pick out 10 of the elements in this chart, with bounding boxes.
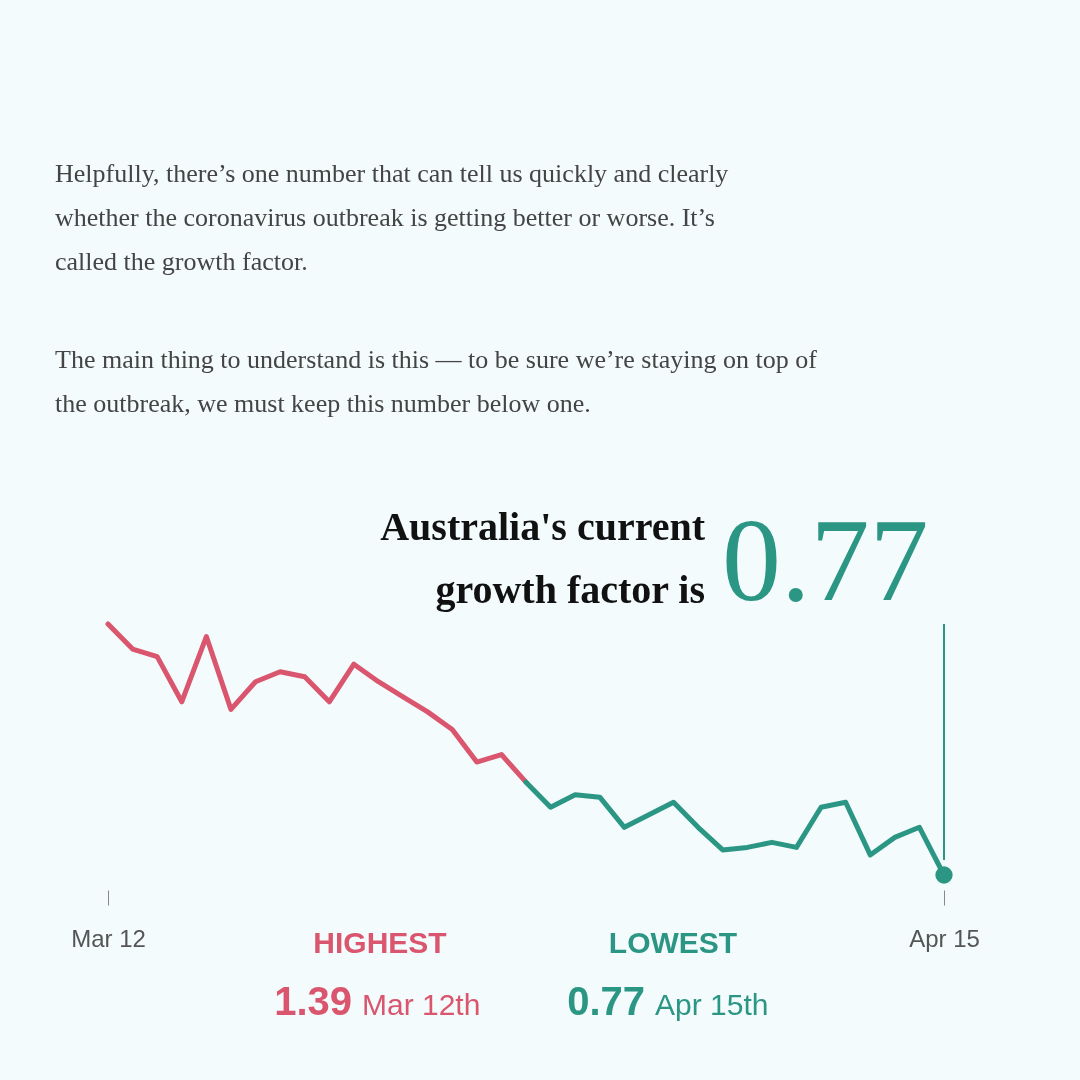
annotation: 0.77: [722, 495, 929, 626]
text: Australia's current growth factor is: [380, 504, 706, 612]
x-tick-label: Apr 15: [909, 924, 980, 952]
text: 0.77 Apr 15th: [567, 979, 769, 1023]
text: 1.39 Mar 12th: [274, 979, 481, 1023]
text: Helpfully, there’s one number that can tell us quickly and clearly whether the coronavirus outbreak is getting better or worse. It’s called the growth factor.: [55, 159, 729, 276]
text: HIGHEST: [313, 926, 447, 959]
text: LOWEST: [608, 926, 738, 959]
x-tick-label: Mar 12: [71, 924, 146, 952]
text: The main thing to understand is this — to be sure we’re staying on top of the outbreak, we must keep this number below one.: [55, 345, 818, 418]
